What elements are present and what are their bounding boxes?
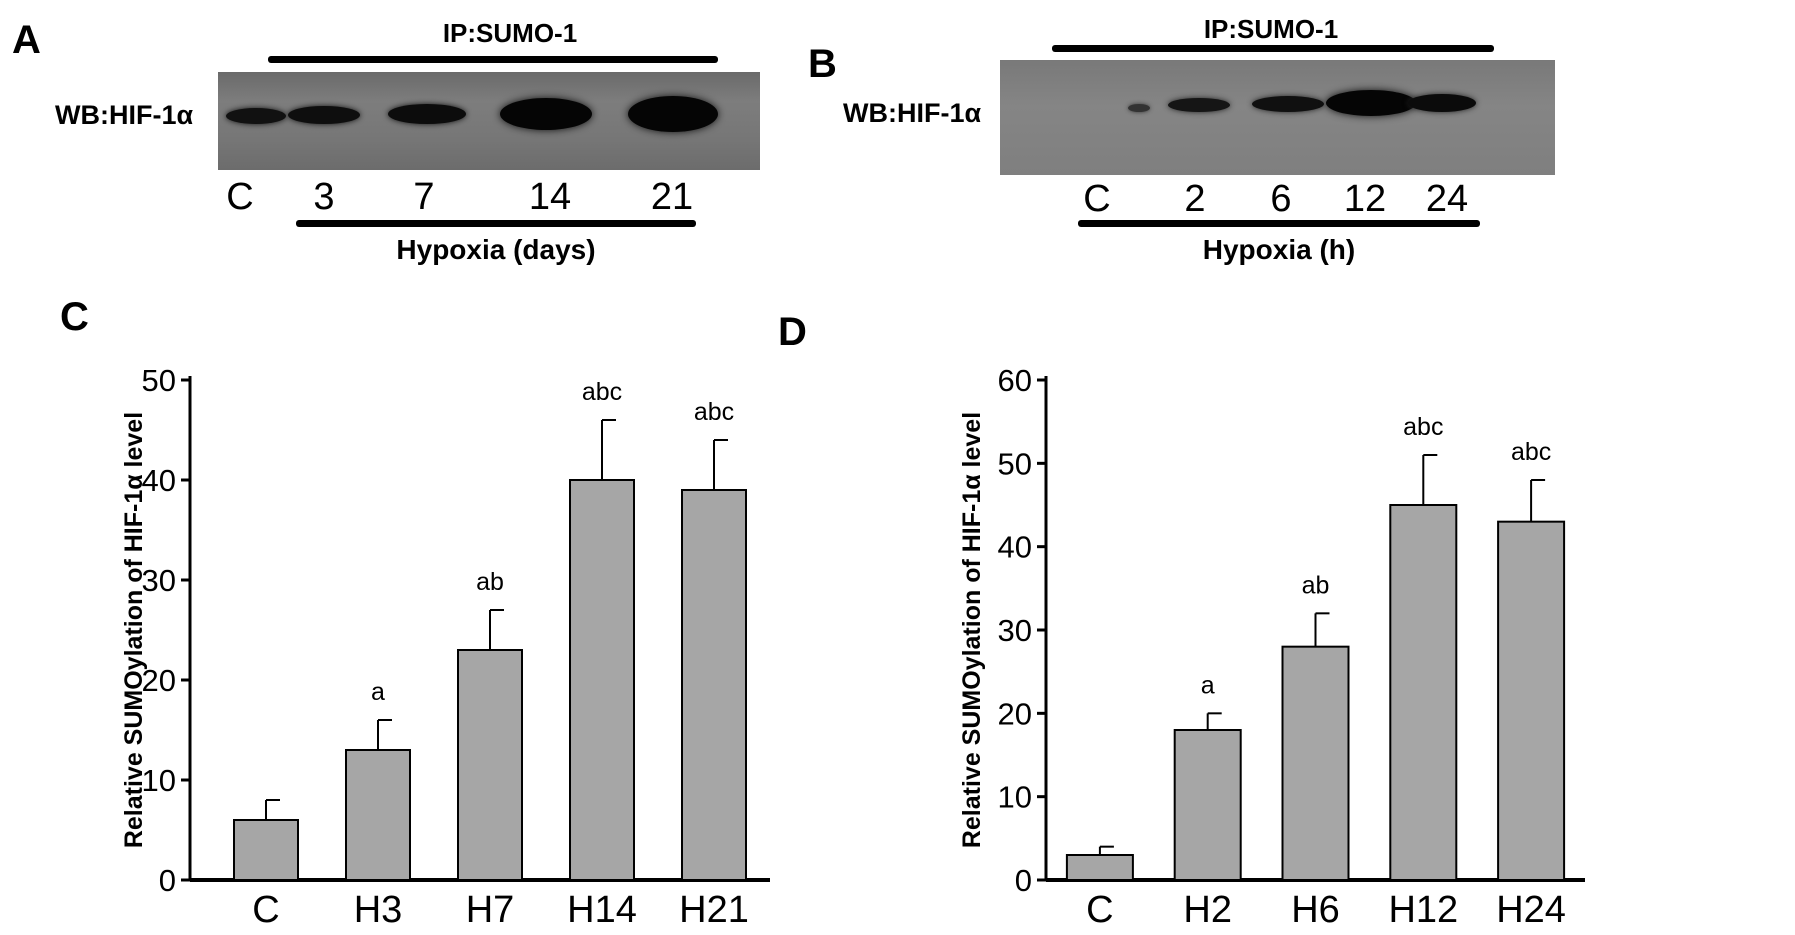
panel-c-letter: C bbox=[60, 295, 89, 339]
panel-b-band-c bbox=[1128, 104, 1150, 112]
panel-a-lane-label: 7 bbox=[413, 176, 435, 218]
chart-d-y-tick-label: 20 bbox=[998, 696, 1032, 731]
panel-a-band-7 bbox=[388, 104, 466, 124]
chart-c-y-tick-label: 50 bbox=[142, 363, 176, 398]
panel-b-lane-label: 12 bbox=[1343, 178, 1387, 220]
panel-b-hypoxia-label: Hypoxia (h) bbox=[1202, 234, 1356, 265]
chart-d-y-axis-label: Relative SUMOylation of HIF-1α level bbox=[958, 412, 986, 848]
chart-d-y-tick-label: 40 bbox=[998, 530, 1032, 565]
chart-d-y-tick-label: 60 bbox=[998, 363, 1032, 398]
chart-d-y-tick-label: 50 bbox=[998, 446, 1032, 481]
chart-d-y-tick-label: 30 bbox=[998, 613, 1032, 648]
chart-c-y-tick-label: 10 bbox=[142, 763, 176, 798]
panel-a-band-21 bbox=[628, 96, 718, 132]
panel-d-letter: D bbox=[778, 310, 807, 354]
panel-b-blot bbox=[1000, 60, 1555, 175]
panel-a-lane-label: 3 bbox=[313, 176, 335, 218]
panel-a-ip-bracket bbox=[268, 56, 718, 63]
panel-a-band-c bbox=[226, 108, 286, 124]
panel-b-band-6 bbox=[1252, 96, 1324, 112]
chart-c-x-tick-label: H21 bbox=[679, 889, 749, 931]
panel-a-ip-label: IP:SUMO-1 bbox=[442, 18, 578, 48]
chart-c-bar bbox=[681, 489, 747, 881]
chart-d-x-tick-label: H12 bbox=[1388, 889, 1458, 931]
chart-c-significance-label: abc bbox=[694, 398, 734, 426]
chart-c-x-tick-label: C bbox=[252, 889, 279, 931]
chart-d-x-tick-label: H2 bbox=[1183, 889, 1232, 931]
panel-b-lane-label: 6 bbox=[1270, 178, 1292, 220]
panel-b-band-24 bbox=[1408, 94, 1476, 112]
panel-a-wb-label: WB:HIF-1α bbox=[55, 100, 194, 130]
chart-d-significance-label: abc bbox=[1403, 413, 1443, 441]
chart-d-bar bbox=[1173, 729, 1242, 881]
panel-a-hypoxia-label: Hypoxia (days) bbox=[396, 234, 596, 265]
chart-c-x-tick-label: H3 bbox=[354, 889, 403, 931]
panel-a-hypoxia-bracket bbox=[296, 220, 696, 227]
panel-b-ip-bracket bbox=[1052, 45, 1494, 52]
chart-d-x-tick-label: H6 bbox=[1291, 889, 1340, 931]
chart-d-bar bbox=[1065, 854, 1134, 881]
chart-d-y-tick-label: 10 bbox=[998, 780, 1032, 815]
panel-a-blot bbox=[218, 72, 760, 170]
chart-d-bar bbox=[1389, 504, 1458, 881]
chart-c-significance-label: abc bbox=[582, 378, 622, 406]
panel-a-lane-label: 14 bbox=[528, 176, 572, 218]
chart-d-bar bbox=[1281, 645, 1350, 882]
chart-c-y-tick-label: 20 bbox=[142, 663, 176, 698]
chart-c-x-tick-label: H7 bbox=[466, 889, 515, 931]
chart-c-y-tick-label: 0 bbox=[159, 863, 176, 898]
panel-b-lane-label: 24 bbox=[1425, 178, 1469, 220]
chart-d-x-tick-label: C bbox=[1086, 889, 1113, 931]
chart-d-significance-label: a bbox=[1201, 671, 1215, 699]
panel-b-lane-label: 2 bbox=[1184, 178, 1206, 220]
panel-a-lane-label: C bbox=[226, 176, 254, 218]
chart-c-x-tick-label: H14 bbox=[567, 889, 637, 931]
chart-c-bar bbox=[569, 479, 635, 881]
panel-b-band-2 bbox=[1168, 98, 1230, 112]
panel-a-lane-label: 21 bbox=[650, 176, 694, 218]
chart-c-y-axis-label: Relative SUMOylation of HIF-1α level bbox=[120, 412, 148, 848]
chart-c-bar bbox=[233, 819, 299, 881]
panel-a-band-3 bbox=[288, 106, 360, 124]
chart-c-bar bbox=[345, 749, 411, 881]
panel-b-lane-label: C bbox=[1083, 178, 1111, 220]
panel-b-hypoxia-bracket bbox=[1078, 220, 1480, 227]
chart-d-y-tick-label: 0 bbox=[1015, 863, 1032, 898]
panel-a-band-14 bbox=[500, 98, 592, 130]
panel-b-ip-label: IP:SUMO-1 bbox=[1203, 14, 1339, 44]
panel-b-band-12 bbox=[1326, 90, 1416, 116]
chart-c-y-tick-label: 40 bbox=[142, 463, 176, 498]
chart-c-bar bbox=[457, 649, 523, 881]
chart-c-y-tick-label: 30 bbox=[142, 563, 176, 598]
panel-a-letter: A bbox=[12, 18, 41, 62]
panel-b-wb-label: WB:HIF-1α bbox=[843, 98, 982, 128]
chart-d-significance-label: abc bbox=[1511, 438, 1551, 466]
chart-d-bar bbox=[1497, 520, 1566, 882]
chart-d-x-tick-label: H24 bbox=[1496, 889, 1566, 931]
chart-d-significance-label: ab bbox=[1302, 571, 1330, 599]
panel-b-letter: B bbox=[808, 42, 837, 86]
chart-c-significance-label: a bbox=[371, 678, 385, 706]
chart-c-significance-label: ab bbox=[476, 568, 504, 596]
